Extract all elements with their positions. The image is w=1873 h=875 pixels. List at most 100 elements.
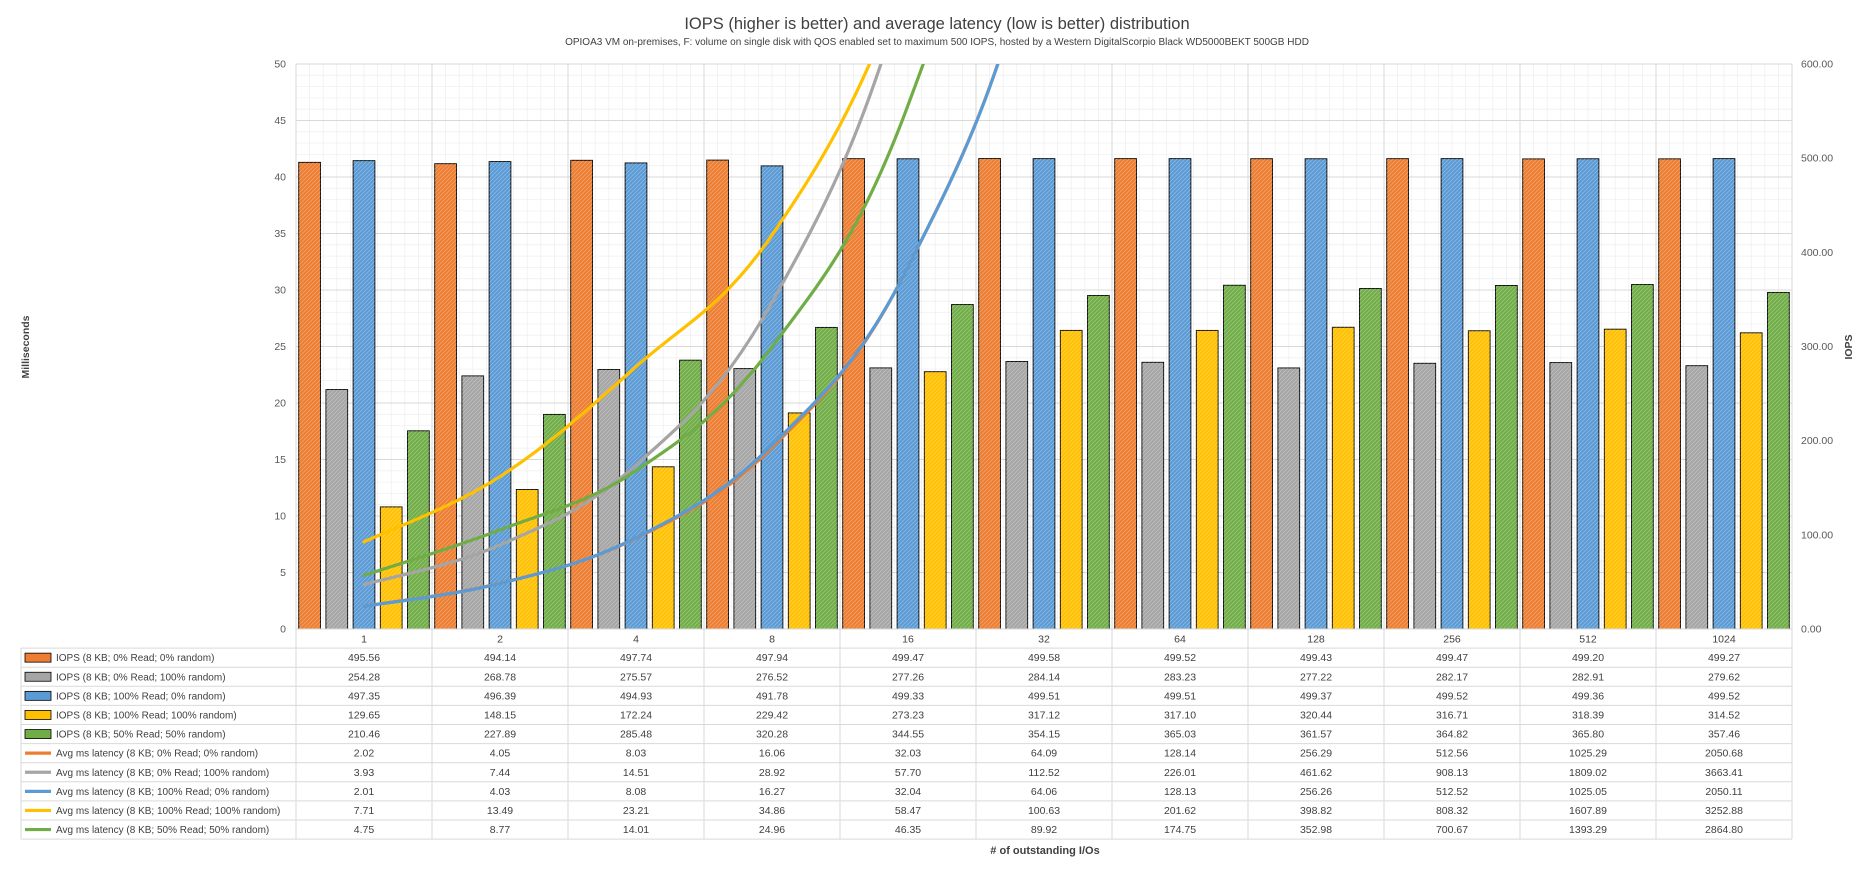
bar-hatch [1277,367,1300,629]
table-value: 7.71 [354,805,375,817]
y-axis-left-label: Milliseconds [20,315,32,378]
chart-subtitle: OPIOA3 VM on-premises, F: volume on sing… [565,37,1309,48]
legend-entry: Avg ms latency (8 KB; 0% Read; 100% rand… [56,768,269,779]
bar-hatch [1413,363,1436,629]
table-value: 2050.11 [1705,786,1742,798]
table-value: 908.13 [1436,767,1468,779]
bar-hatch [1631,284,1654,629]
bar-hatch [1386,158,1409,629]
bar-hatch [869,367,892,629]
table-value: 495.56 [348,652,380,664]
table-value: 3252.88 [1705,805,1743,817]
bar-hatch [1305,158,1327,629]
table-value: 499.20 [1572,652,1604,664]
y-left-tick-label: 50 [274,59,286,71]
legend-key [24,652,52,663]
bar-hatch [897,158,919,629]
table-value: 14.51 [623,767,649,779]
table-value: 254.28 [348,671,380,683]
table-value: 256.29 [1300,748,1332,760]
table-value: 314.52 [1708,709,1740,721]
bar-hatch [1114,158,1137,630]
table-value: 268.78 [484,671,516,683]
table-value: 148.15 [484,709,516,721]
table-value: 2864.80 [1705,824,1743,836]
bar-hatch [434,163,457,630]
table-value: 28.92 [759,767,785,779]
bar-hatch [1005,361,1028,629]
table-value: 700.67 [1436,824,1468,836]
y-left-tick-label: 20 [274,398,286,410]
table-value: 317.10 [1164,709,1196,721]
table-value: 365.80 [1572,729,1604,741]
x-tick-label: 64 [1174,634,1186,646]
x-tick-label: 32 [1038,634,1050,646]
bar-hatch [788,412,811,629]
x-tick-label: 512 [1579,634,1597,646]
table-value: 8.77 [490,824,511,836]
table-value: 2050.68 [1705,748,1743,760]
bar-hatch [1685,365,1708,629]
y-left-tick-label: 30 [274,285,286,297]
data-table: 1 2 4 8 16 32 64 128 256 512 1024 IOPS (8 KB; 0% Re… [20,628,1793,840]
table-value: 64.06 [1031,786,1057,798]
legend-entry: Avg ms latency (8 KB; 100% Read; 0% rand… [56,787,269,798]
table-value: 210.46 [348,729,380,741]
table-value: 398.82 [1300,805,1332,817]
table-value: 499.52 [1436,690,1468,702]
table-value: 32.03 [895,748,921,760]
table-value: 100.63 [1028,805,1060,817]
bar-hatch [1468,330,1491,629]
table-value: 172.24 [620,709,652,721]
x-axis-label: # of outstanding I/Os [990,845,1099,857]
table-value: 279.62 [1708,671,1740,683]
table-value: 277.22 [1300,671,1332,683]
table-value: 361.57 [1300,729,1332,741]
bar-hatch [298,162,321,630]
table-value: 128.13 [1164,786,1196,798]
chart-title: IOPS (higher is better) and average late… [684,15,1189,33]
table-value: 497.94 [756,652,788,664]
table-value: 57.70 [895,767,921,779]
y-right-tick-label: 200.00 [1801,435,1833,447]
x-tick-label: 4 [633,634,639,646]
table-value: 499.43 [1300,652,1332,664]
y-left-tick-label: 45 [274,115,286,127]
table-value: 491.78 [756,690,788,702]
legend-entry: Avg ms latency (8 KB; 50% Read; 50% rand… [56,825,269,836]
table-value: 8.03 [626,748,647,760]
bar-hatch [1549,362,1572,629]
bar-hatch [978,158,1001,629]
table-value: 7.44 [490,767,511,779]
table-value: 4.75 [354,824,375,836]
x-tick-label: 2 [497,634,503,646]
x-tick-label: 16 [902,634,914,646]
table-value: 256.26 [1300,786,1332,798]
bar-hatch [951,304,974,629]
y-right-tick-label: 400.00 [1801,247,1833,259]
table-value: 32.04 [895,786,921,798]
table-value: 497.35 [348,690,380,702]
bar-hatch [461,375,484,629]
y-right-tick-label: 500.00 [1801,153,1833,165]
legend-key [24,690,52,701]
table-value: 499.47 [892,652,924,664]
legend-key [24,729,52,739]
table-value: 512.52 [1436,786,1468,798]
bar-hatch [1196,330,1219,629]
table-value: 365.03 [1164,729,1196,741]
legend-entry: IOPS (8 KB; 50% Read; 50% random) [56,730,226,741]
bar-hatch [1087,295,1110,629]
table-value: 352.98 [1300,824,1332,836]
y-axis-right-label: IOPS [1843,334,1855,359]
table-value: 16.06 [759,748,785,760]
table-value: 227.89 [484,729,516,741]
x-tick-label: 1 [361,634,367,646]
y-axis-right: 0.00 100.00 200.00 300.00 400.00 500.00 600.00 [1801,59,1833,636]
table-value: 8.08 [626,786,647,798]
table-value: 13.49 [487,805,513,817]
legend-entry: IOPS (8 KB; 0% Read; 100% random) [56,672,226,683]
bar-hatch [570,160,593,629]
table-value: 277.26 [892,671,924,683]
